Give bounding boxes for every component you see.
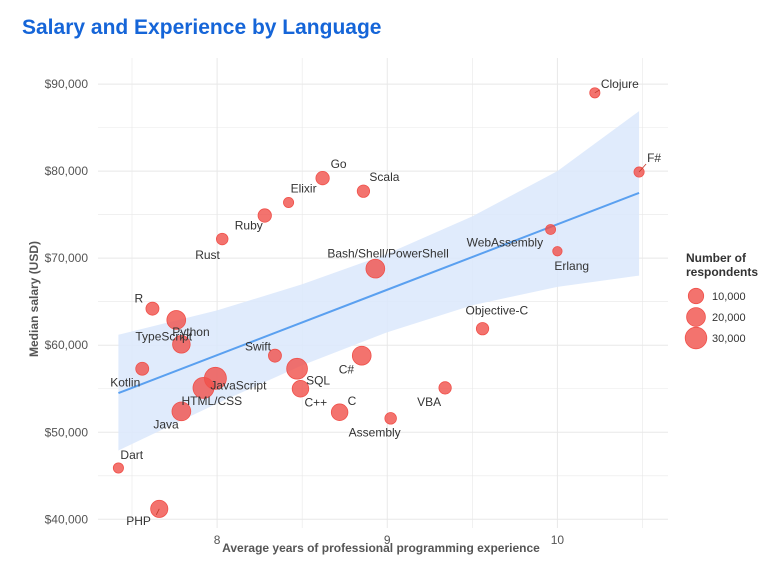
- y-tick-label: $90,000: [45, 77, 89, 91]
- label-ruby: Ruby: [235, 219, 263, 233]
- label-scala: Scala: [369, 170, 399, 184]
- point-erlang: [552, 246, 563, 257]
- y-tick-label: $40,000: [45, 512, 89, 526]
- legend-symbol: [686, 307, 706, 327]
- label-python: Python: [172, 325, 209, 339]
- x-tick-label: 9: [384, 533, 391, 547]
- point-labels-layer: Clojure F# Go Scala Elixir Ruby Rust WebAssembl…: [110, 77, 661, 528]
- label-clojure: Clojure: [601, 77, 639, 91]
- point-python: [166, 310, 187, 330]
- point-swift: [268, 348, 282, 363]
- label-erlang: Erlang: [554, 259, 589, 273]
- x-axis-title: Average years of professional programmin…: [222, 541, 540, 555]
- points-layer: [112, 87, 645, 518]
- point-webassembly: [545, 224, 556, 235]
- point-go: [315, 171, 330, 186]
- trend-line: [118, 191, 640, 395]
- x-axis-ticks: 8 9 10: [214, 533, 565, 547]
- label-vba: VBA: [417, 395, 441, 409]
- label-php: PHP: [126, 514, 151, 528]
- y-tick-label: $70,000: [45, 251, 89, 265]
- chart-title: Salary and Experience by Language: [22, 16, 382, 39]
- label-f: F#: [647, 151, 661, 165]
- label-r: R: [134, 292, 143, 306]
- label-bash-shell-powershell: Bash/Shell/PowerShell: [327, 247, 448, 261]
- point-c: [291, 380, 310, 398]
- label-java: Java: [153, 417, 179, 431]
- label-html-css: HTML/CSS: [181, 394, 242, 408]
- y-axis-title: Median salary (USD): [27, 241, 41, 357]
- label-typescript: TypeScript: [135, 329, 192, 343]
- y-tick-label: $80,000: [45, 164, 89, 178]
- legend-label: 30,000: [712, 333, 746, 345]
- point-kotlin: [135, 361, 150, 376]
- label-dart: Dart: [120, 448, 143, 462]
- point-elixir: [283, 196, 295, 208]
- point-sql: [286, 357, 308, 380]
- legend-label: 20,000: [712, 312, 746, 324]
- y-tick-label: $60,000: [45, 338, 89, 352]
- size-legend: Number of respondents 10,000 20,000 30,000: [684, 251, 758, 350]
- legend-title-line-2: respondents: [686, 265, 758, 279]
- legend-items: 10,000 20,000 30,000: [684, 287, 746, 350]
- point-html-css: [192, 376, 215, 399]
- label-elixir: Elixir: [291, 181, 317, 195]
- point-dart: [112, 462, 124, 474]
- label-kotlin: Kotlin: [110, 376, 140, 390]
- point-c: [330, 403, 349, 421]
- x-tick-label: 8: [214, 533, 221, 547]
- point-r: [145, 301, 160, 316]
- label-c: C++: [304, 396, 327, 410]
- label-webassembly: WebAssembly: [467, 235, 543, 249]
- point-rust: [216, 232, 229, 246]
- point-objective-c: [475, 322, 490, 336]
- label-objective-c: Objective-C: [466, 304, 529, 318]
- point-bash-shell-powershell: [365, 258, 386, 279]
- point-ruby: [257, 208, 272, 223]
- point-assembly: [384, 412, 397, 425]
- label-rust: Rust: [195, 248, 220, 262]
- point-scala: [356, 184, 371, 198]
- label-go: Go: [331, 157, 347, 171]
- point-typescript: [172, 335, 191, 354]
- label-assembly: Assembly: [349, 425, 401, 439]
- legend-label: 10,000: [712, 291, 746, 303]
- legend-symbol: [687, 287, 705, 305]
- label-sql: SQL: [306, 374, 330, 388]
- label-c: C#: [339, 363, 355, 377]
- y-tick-label: $50,000: [45, 425, 89, 439]
- point-java: [171, 401, 192, 422]
- legend-symbol: [684, 326, 708, 350]
- point-vba: [438, 381, 452, 395]
- label-c: C: [348, 394, 357, 408]
- label-swift: Swift: [245, 340, 272, 354]
- x-tick-label: 10: [551, 533, 565, 547]
- label-javascript: JavaScript: [210, 378, 267, 392]
- label-leader-clojure: [594, 89, 601, 94]
- point-c: [351, 345, 372, 366]
- label-leader-f: [638, 163, 647, 173]
- confidence-band: [118, 111, 640, 451]
- y-axis-ticks: $40,000 $50,000 $60,000 $70,000 $80,000 $90,0…: [45, 77, 89, 526]
- label-leader-php: [155, 508, 160, 516]
- legend-title-line-1: Number of: [686, 251, 747, 265]
